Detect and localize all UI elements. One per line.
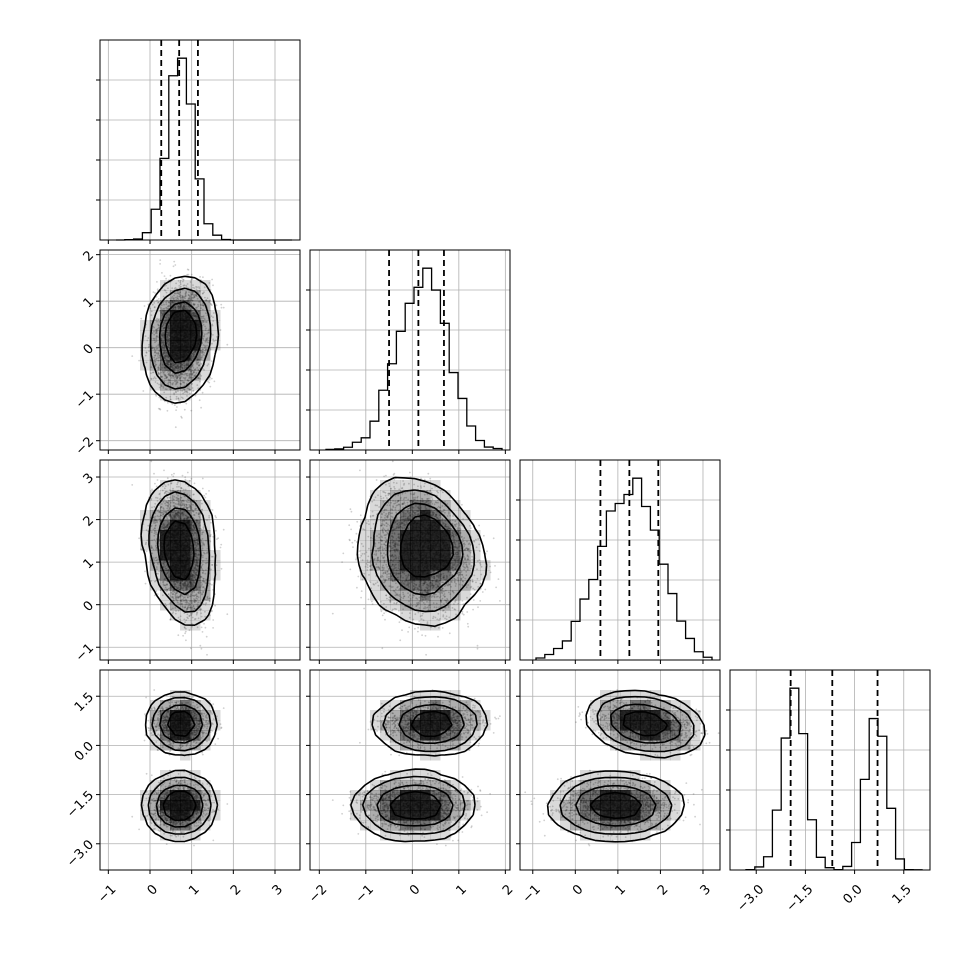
- x-tick-label: −3.0: [734, 882, 767, 915]
- panel-frame: [309, 249, 511, 451]
- contour-level-3: [149, 287, 212, 390]
- panel-1-1-ticks: [318, 450, 506, 454]
- x-tick-label: 1.5: [890, 882, 915, 907]
- panel-frame: [99, 249, 301, 451]
- contour-level-2: [155, 704, 204, 828]
- x-tick-label: −1: [520, 882, 544, 906]
- contour-level-3: [148, 491, 211, 613]
- x-tick-label: −1: [353, 882, 377, 906]
- panel-frame: [99, 669, 301, 871]
- density-cells: [360, 480, 491, 631]
- x-tick-label: 1: [186, 882, 202, 898]
- panel-2-2-ticks: [532, 660, 704, 664]
- panel-frame: [519, 459, 721, 661]
- x-tick-label: 2: [500, 882, 516, 898]
- scatter-panel-3-0: [99, 669, 301, 871]
- contour-level-1: [164, 309, 198, 364]
- y-tick-label: −2: [73, 434, 97, 458]
- contour-level-2: [574, 703, 682, 827]
- contour-level-2: [158, 301, 203, 375]
- histogram-step: [745, 687, 923, 871]
- contour-level-1: [399, 514, 454, 578]
- histogram-step: [325, 267, 503, 451]
- y-tick-label: 2: [81, 248, 97, 264]
- y-tick-label: 1.5: [72, 690, 97, 715]
- x-tick-label: −1: [95, 882, 119, 906]
- y-tick-label: 0.0: [72, 739, 97, 764]
- contour-level-4: [546, 689, 706, 843]
- histogram-panel-1: [306, 249, 511, 451]
- y-tick-label: −1: [73, 641, 97, 665]
- contour-level-2: [156, 507, 202, 596]
- x-tick-label: 3: [698, 882, 714, 898]
- x-tick-label: 0: [145, 882, 161, 898]
- y-tick-label: 1: [81, 556, 97, 572]
- contour-level-4: [140, 479, 217, 626]
- contour-level-3: [371, 489, 476, 613]
- contour-level-4: [350, 690, 489, 843]
- contour-level-3: [361, 696, 478, 835]
- contour-level-2: [386, 502, 464, 596]
- histogram-step: [535, 477, 713, 660]
- panel-frame: [729, 669, 931, 871]
- x-tick-label: 0.0: [840, 882, 865, 907]
- y-tick-label: −3.0: [64, 837, 97, 870]
- contour-level-4: [141, 275, 220, 404]
- panel-2-1-ticks: [306, 476, 506, 664]
- panel-frame: [519, 669, 721, 871]
- contour-level-1: [589, 711, 669, 820]
- histogram-step: [116, 57, 292, 241]
- scatter-panel-2-1: [309, 459, 511, 661]
- y-tick-label: 2: [81, 513, 97, 529]
- contour-level-4: [140, 691, 219, 843]
- contour-level-3: [147, 696, 212, 835]
- contour-level-1: [162, 710, 197, 822]
- y-tick-label: 1: [81, 295, 97, 311]
- scatter-panel-3-2: [519, 669, 721, 871]
- contour-level-1: [389, 710, 453, 820]
- x-tick-label: 1: [612, 882, 628, 898]
- scatter-panel-3-1: [309, 669, 511, 871]
- panel-3-3-ticks: −3.0 −1.5 0.0 1.5: [734, 870, 915, 915]
- x-tick-label: 3: [270, 882, 286, 898]
- contour-level-1: [163, 520, 195, 581]
- panel-frame: [309, 669, 511, 871]
- histogram-panel-3: [726, 669, 931, 871]
- histogram-panel-2: [516, 459, 721, 661]
- x-tick-label: 2: [655, 882, 671, 898]
- panel-frame: [99, 459, 301, 661]
- x-tick-label: −1.5: [784, 882, 817, 915]
- x-tick-label: −2: [306, 882, 330, 906]
- contour-level-4: [356, 476, 488, 628]
- y-tick-label: 3: [81, 471, 97, 487]
- contour-level-2: [376, 703, 465, 827]
- y-tick-label: −1: [73, 388, 97, 412]
- panel-frame: [99, 39, 301, 241]
- histogram-panel-0: [96, 39, 301, 241]
- panel-frame: [309, 459, 511, 661]
- scatter-panel-2-0: [99, 459, 301, 661]
- panel-0-0-ticks: [107, 240, 276, 244]
- y-tick-label: −1.5: [64, 788, 97, 821]
- x-tick-label: 0: [570, 882, 586, 898]
- contour-level-3: [559, 695, 695, 835]
- x-tick-label: 0: [407, 882, 423, 898]
- y-tick-label: 0: [81, 598, 97, 614]
- x-tick-label: 1: [453, 882, 469, 898]
- x-tick-label: 2: [228, 882, 244, 898]
- y-tick-label: 0: [81, 341, 97, 357]
- scatter-panel-1-0: [99, 249, 301, 451]
